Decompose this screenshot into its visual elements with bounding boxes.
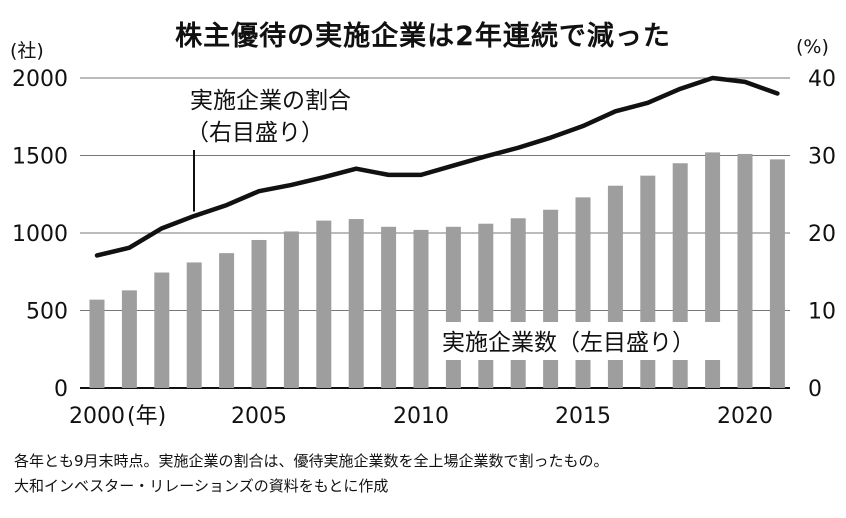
bar-series-label: 実施企業数（左目盛り） [442, 330, 695, 356]
bar [283, 231, 299, 388]
bar [219, 253, 235, 388]
bar [413, 229, 429, 388]
footnote-1: 各年とも9月末時点。実施企業の割合は、優待実施企業数を全上場企業数で割ったもの。 [14, 452, 609, 470]
right-tick-label: 40 [808, 67, 836, 92]
left-tick-label: 1500 [12, 145, 68, 170]
right-tick-label: 0 [808, 377, 822, 402]
line-path [94, 75, 780, 258]
bar [186, 262, 202, 388]
left-tick-label: 1000 [12, 222, 68, 247]
right-tick-label: 20 [808, 222, 836, 247]
bar [316, 220, 332, 388]
right-axis-ticks: 40 30 20 10 0 [808, 67, 836, 402]
bar [769, 159, 785, 388]
bar [381, 226, 397, 388]
bar [478, 223, 494, 388]
bar [737, 153, 753, 388]
x-tick-label: 2000 [69, 404, 125, 429]
left-tick-label: 0 [54, 377, 68, 402]
x-axis-ticks: 2000 (年) 2005 2010 2015 2020 [69, 404, 773, 429]
right-tick-label: 30 [808, 145, 836, 170]
left-axis-unit: (社) [10, 40, 44, 62]
bar [121, 290, 137, 388]
line-series [94, 75, 780, 258]
bar [510, 218, 526, 388]
bar [154, 272, 170, 388]
bar [543, 209, 559, 388]
right-axis-unit: (%) [796, 36, 829, 58]
left-tick-label: 2000 [12, 67, 68, 92]
right-tick-label: 10 [808, 300, 836, 325]
bar-label-background [437, 322, 727, 360]
x-tick-label: 2015 [555, 404, 611, 429]
line-series-scale-label: （右目盛り） [186, 120, 324, 146]
bar [445, 226, 461, 388]
chart-title: 株主優待の実施企業は2年連続で減った [175, 21, 671, 52]
x-tick-label: 2020 [717, 404, 773, 429]
line-series-label: 実施企業の割合 [190, 88, 351, 114]
footnote-2: 大和インベスター・リレーションズの資料をもとに作成 [14, 477, 389, 495]
bar [89, 299, 105, 388]
bar [251, 239, 267, 388]
x-tick-label: 2005 [231, 404, 287, 429]
left-axis-ticks: 2000 1500 1000 500 0 [12, 67, 68, 402]
x-tick-label: 2010 [393, 404, 449, 429]
left-tick-label: 500 [26, 300, 68, 325]
x-axis-unit: (年) [127, 404, 166, 429]
bar [348, 219, 364, 388]
